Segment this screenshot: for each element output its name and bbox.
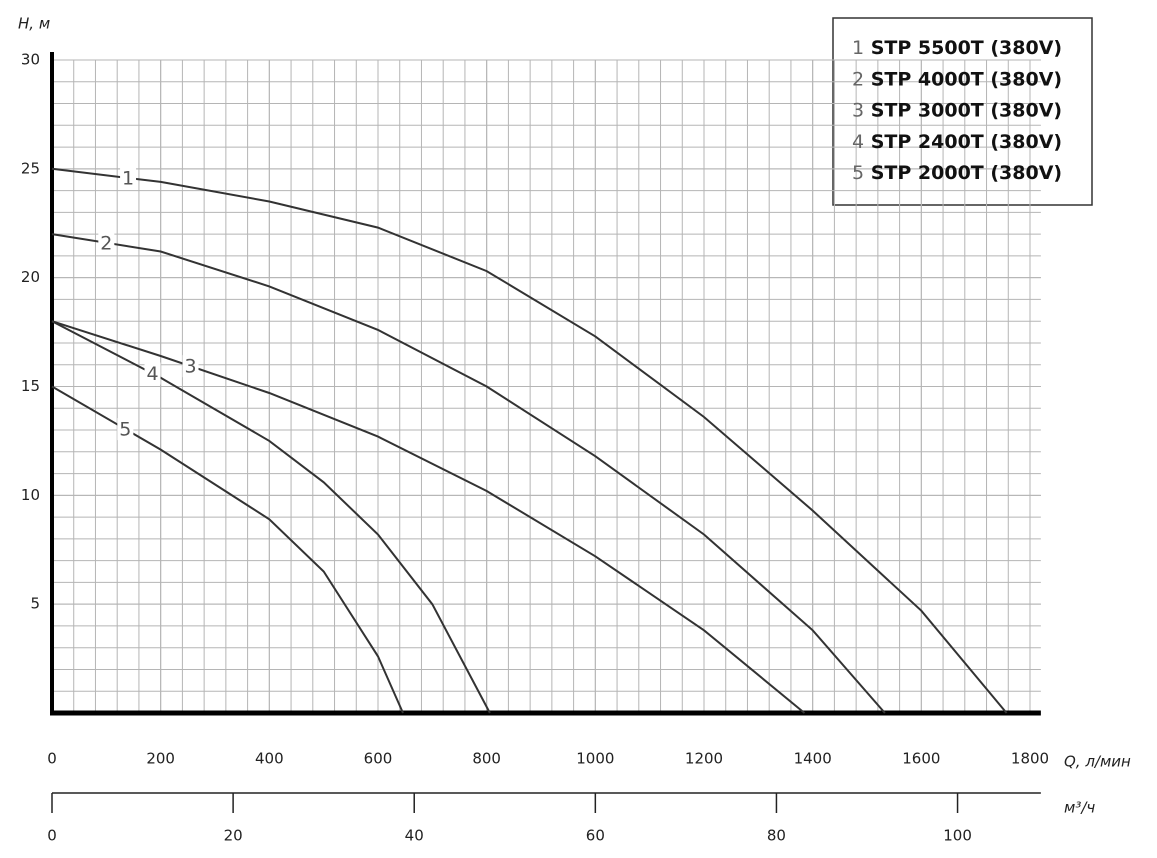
x-axis-label: Q, л/мин bbox=[1064, 753, 1131, 771]
x-tick-label: 800 bbox=[472, 750, 501, 768]
x-tick-label: 1800 bbox=[1011, 750, 1049, 768]
x-tick-label: 1600 bbox=[902, 750, 940, 768]
curve bbox=[51, 320, 806, 714]
x2-tick-label: 40 bbox=[405, 827, 424, 845]
legend-name: STP 5500T (380V) bbox=[871, 37, 1062, 59]
legend-name: STP 4000T (380V) bbox=[871, 68, 1062, 90]
x2-axis-label: м³/ч bbox=[1064, 799, 1095, 817]
curve bbox=[51, 320, 491, 714]
legend-name: STP 2000T (380V) bbox=[871, 162, 1062, 184]
curve-label: 3 bbox=[185, 356, 197, 378]
y-tick-label: 15 bbox=[21, 377, 40, 395]
curve-label-bg bbox=[144, 362, 161, 385]
y-tick-label: 25 bbox=[21, 159, 40, 177]
x2-tick-label: 60 bbox=[586, 827, 605, 845]
x2-tick-label: 80 bbox=[767, 827, 786, 845]
x-tick-label: 0 bbox=[47, 750, 57, 768]
legend-name: STP 2400T (380V) bbox=[871, 130, 1062, 152]
y-axis-label: H, м bbox=[18, 15, 50, 33]
y-tick-label: 30 bbox=[21, 51, 40, 69]
legend-number: 5 bbox=[852, 162, 864, 184]
curve bbox=[51, 233, 886, 714]
curve-label-bg bbox=[182, 355, 199, 378]
legend-entry: 5 STP 2000T (380V) bbox=[852, 162, 1062, 184]
curve-label: 5 bbox=[119, 419, 131, 441]
curve-label: 1 bbox=[122, 167, 134, 189]
legend-number: 2 bbox=[852, 68, 864, 90]
y-tick-label: 10 bbox=[21, 486, 40, 504]
legend-box bbox=[832, 17, 1093, 206]
y-tick-label: 20 bbox=[21, 268, 40, 286]
legend-entry: 2 STP 4000T (380V) bbox=[852, 68, 1062, 90]
legend-number: 1 bbox=[852, 37, 864, 59]
x2-tick-label: 20 bbox=[224, 827, 243, 845]
x2-tick-label: 0 bbox=[47, 827, 57, 845]
x-tick-label: 600 bbox=[364, 750, 393, 768]
x-tick-label: 1200 bbox=[685, 750, 723, 768]
legend-entry: 3 STP 3000T (380V) bbox=[852, 99, 1062, 121]
curve-label-bg bbox=[117, 418, 134, 441]
x-tick-label: 200 bbox=[146, 750, 175, 768]
legend-entry: 4 STP 2400T (380V) bbox=[852, 130, 1062, 152]
curve-label: 4 bbox=[146, 363, 158, 385]
legend-name: STP 3000T (380V) bbox=[871, 99, 1062, 121]
curve bbox=[51, 167, 1008, 714]
x2-tick-label: 100 bbox=[943, 827, 972, 845]
curve-label: 2 bbox=[100, 232, 112, 254]
legend-number: 4 bbox=[852, 130, 864, 152]
x-tick-label: 1400 bbox=[794, 750, 832, 768]
legend-entry: 1 STP 5500T (380V) bbox=[852, 37, 1062, 59]
curve-label-bg bbox=[98, 231, 115, 254]
curve bbox=[51, 385, 404, 714]
x-tick-label: 400 bbox=[255, 750, 284, 768]
legend-number: 3 bbox=[852, 99, 864, 121]
curve-label-bg bbox=[120, 166, 137, 189]
x-tick-label: 1000 bbox=[576, 750, 614, 768]
y-tick-label: 5 bbox=[30, 595, 40, 613]
